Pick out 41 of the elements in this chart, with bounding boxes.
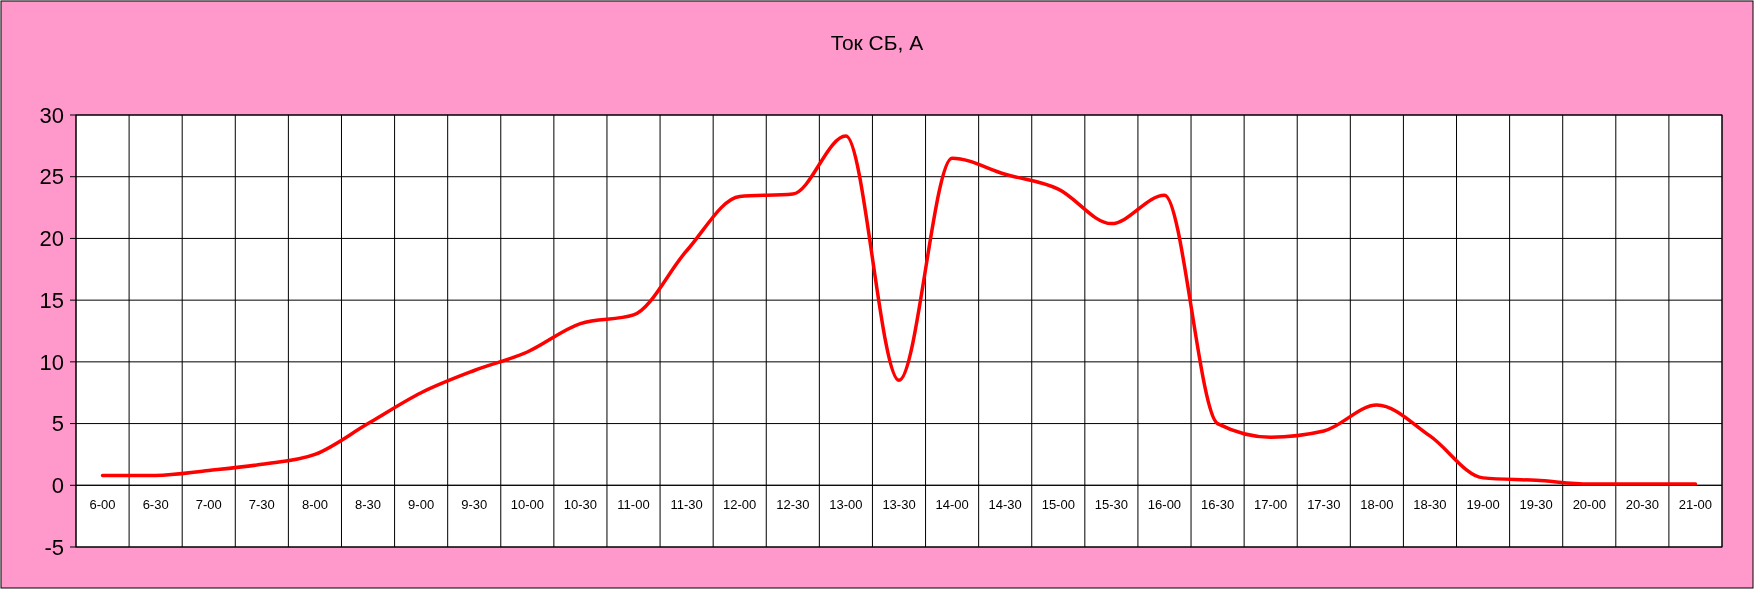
x-tick-label: 6-30 — [142, 497, 169, 513]
x-tick-label: 15-00 — [1041, 497, 1075, 513]
x-tick-label: 17-00 — [1254, 497, 1288, 513]
x-tick-label: 13-00 — [829, 497, 863, 513]
x-tick-label: 14-30 — [988, 497, 1022, 513]
x-tick-label: 8-00 — [301, 497, 328, 513]
x-tick-label: 11-30 — [670, 497, 703, 513]
x-tick-label: 18-30 — [1413, 497, 1447, 513]
x-tick-label: 20-30 — [1625, 497, 1659, 513]
y-tick-label: 15 — [39, 287, 64, 313]
x-tick-label: 15-30 — [1094, 497, 1129, 513]
x-tick-label: 9-00 — [408, 497, 435, 513]
chart-title: Ток СБ, А — [830, 31, 924, 54]
x-tick-label: 9-30 — [461, 497, 488, 513]
y-tick-label: 20 — [39, 226, 64, 252]
y-tick-label: 30 — [39, 102, 64, 128]
x-tick-label: 17-30 — [1307, 497, 1341, 513]
x-tick-label: 11-00 — [617, 497, 650, 513]
y-tick-label: 10 — [39, 349, 64, 375]
x-tick-label: 18-00 — [1360, 497, 1394, 513]
x-tick-label: 16-00 — [1147, 497, 1182, 513]
x-tick-label: 14-00 — [935, 497, 969, 513]
y-tick-label: -5 — [44, 534, 64, 560]
x-tick-label: 19-00 — [1466, 497, 1500, 513]
x-tick-label: 16-30 — [1200, 497, 1235, 513]
line-series — [100, 134, 1698, 486]
x-tick-label: 19-30 — [1519, 497, 1553, 513]
x-tick-label: 7-00 — [195, 497, 222, 513]
y-tick-label: 5 — [51, 411, 64, 437]
x-tick-label: 20-00 — [1572, 497, 1606, 513]
x-tick-label: 10-30 — [563, 497, 598, 513]
x-tick-label: 13-30 — [882, 497, 916, 513]
y-tick-label: 25 — [39, 164, 64, 190]
x-tick-label: 6-00 — [89, 497, 116, 513]
x-tick-label: 21-00 — [1678, 497, 1713, 513]
x-tick-label: 12-00 — [723, 497, 757, 513]
x-tick-label: 12-30 — [776, 497, 810, 513]
x-tick-label: 8-30 — [355, 497, 382, 513]
x-tick-label: 7-30 — [248, 497, 275, 513]
x-tick-label: 10-00 — [510, 497, 544, 513]
y-tick-label: 0 — [51, 472, 64, 498]
